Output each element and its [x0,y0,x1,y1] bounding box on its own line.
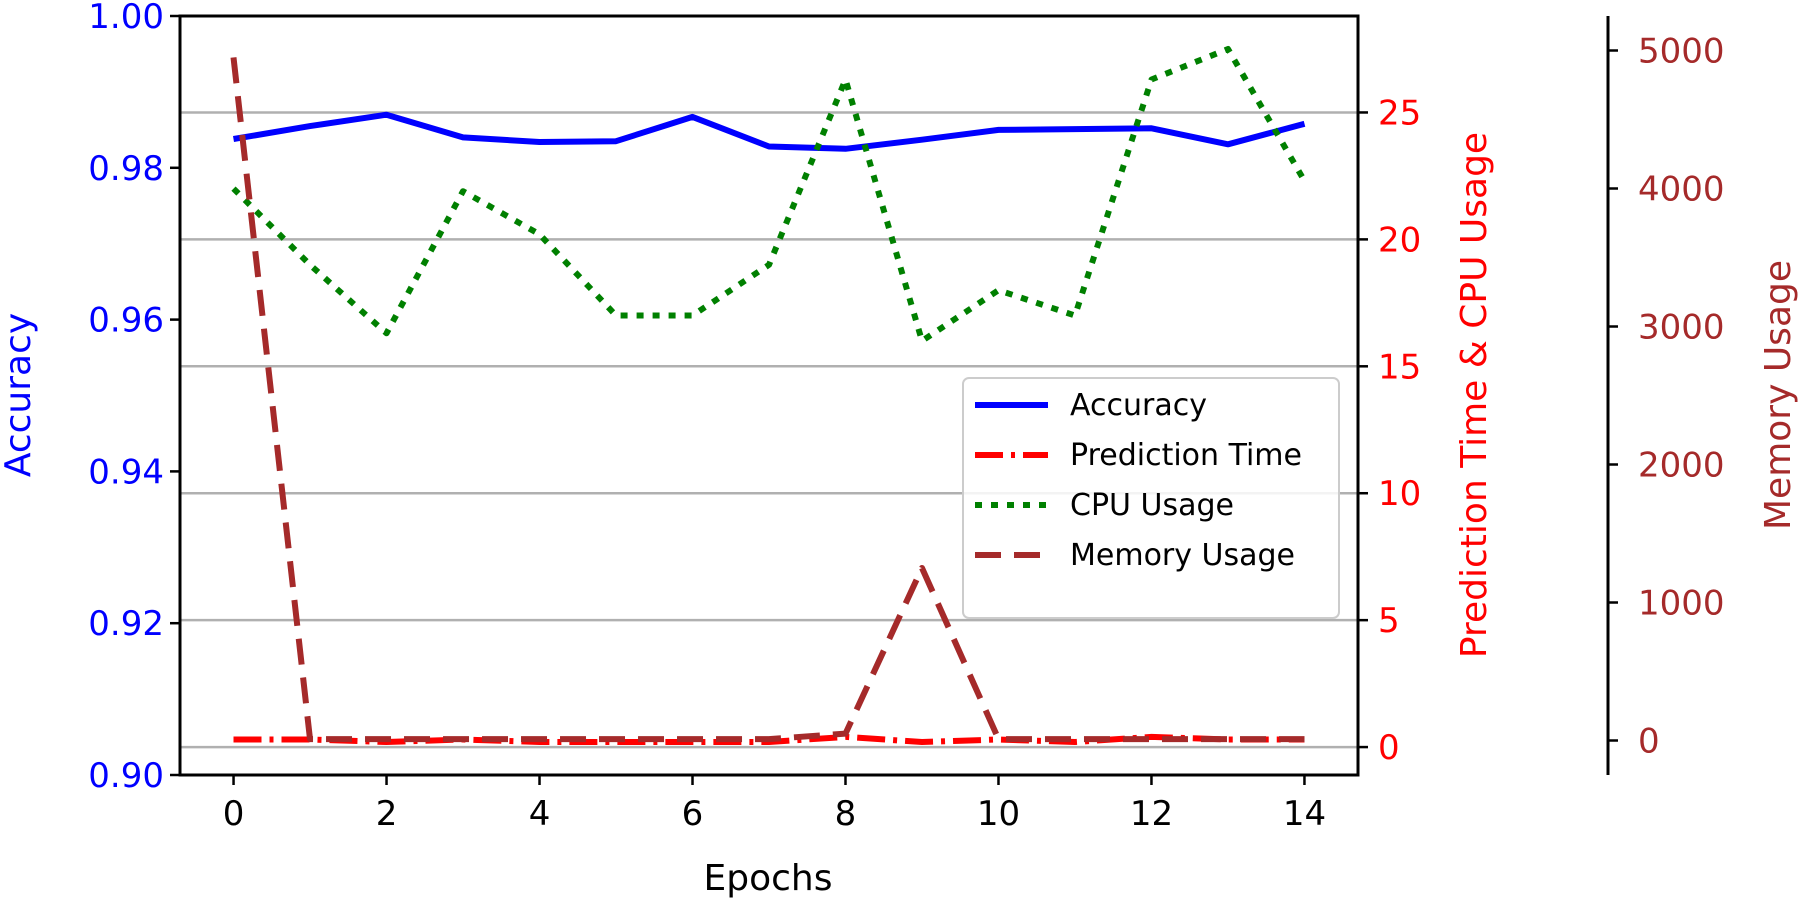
right-tick-label: 15 [1378,347,1421,387]
x-tick-label: 6 [682,794,704,834]
memory-tick-label: 2000 [1638,446,1725,486]
memory-axis-title: Memory Usage [1758,260,1799,530]
x-tick-label: 4 [529,794,551,834]
legend-label: Memory Usage [1070,538,1295,573]
legend-frame [962,377,1340,619]
series-line-memory-usage [230,57,1305,743]
grid-layer [180,111,1358,749]
legend-items: Accuracy Prediction Time CPU Usage Memory U… [975,388,1302,573]
memory-tick-label: 3000 [1638,308,1725,348]
right-tick-label: 0 [1378,728,1400,768]
legend-label: CPU Usage [1070,488,1234,523]
legend-label: Accuracy [1070,388,1207,423]
left-tick-label: 1.00 [88,0,164,37]
series-layer [230,46,1308,745]
x-tick-label: 0 [223,794,245,834]
series-line-cpu-usage [231,46,1308,344]
left-tick-label: 0.98 [88,149,164,189]
memory-tick-label: 4000 [1638,170,1725,210]
memory-tick-label: 1000 [1638,584,1725,624]
left-tick-label: 0.96 [88,301,164,341]
left-tick-label: 0.94 [88,452,164,492]
right-axis-title: Prediction Time & CPU Usage [1454,132,1495,658]
x-axis-title: Epochs [704,858,833,899]
axes-layer: 0 2 4 6 8 10 12 14 0.90 0.92 0.94 0.96 0.98 1.00 0 5 10 1… [88,0,1724,834]
right-tick-label: 20 [1378,220,1421,260]
x-tick-label: 10 [977,794,1020,834]
right-tick-label: 25 [1378,93,1421,133]
right-tick-label: 5 [1378,601,1400,641]
legend: Accuracy Prediction Time CPU Usage Memory U… [962,377,1340,619]
x-tick-label: 8 [835,794,857,834]
legend-label: Prediction Time [1070,438,1302,473]
left-axis-title: Accuracy [0,313,39,477]
x-tick-label: 2 [376,794,398,834]
memory-tick-label: 0 [1638,722,1660,762]
left-tick-label: 0.90 [88,756,164,796]
series-line-accuracy [233,111,1306,152]
memory-tick-label: 5000 [1638,32,1725,72]
x-tick-label: 12 [1130,794,1173,834]
right-tick-label: 10 [1378,474,1421,514]
x-tick-label: 14 [1283,794,1326,834]
plot-frame [178,14,1360,777]
left-tick-label: 0.92 [88,604,164,644]
